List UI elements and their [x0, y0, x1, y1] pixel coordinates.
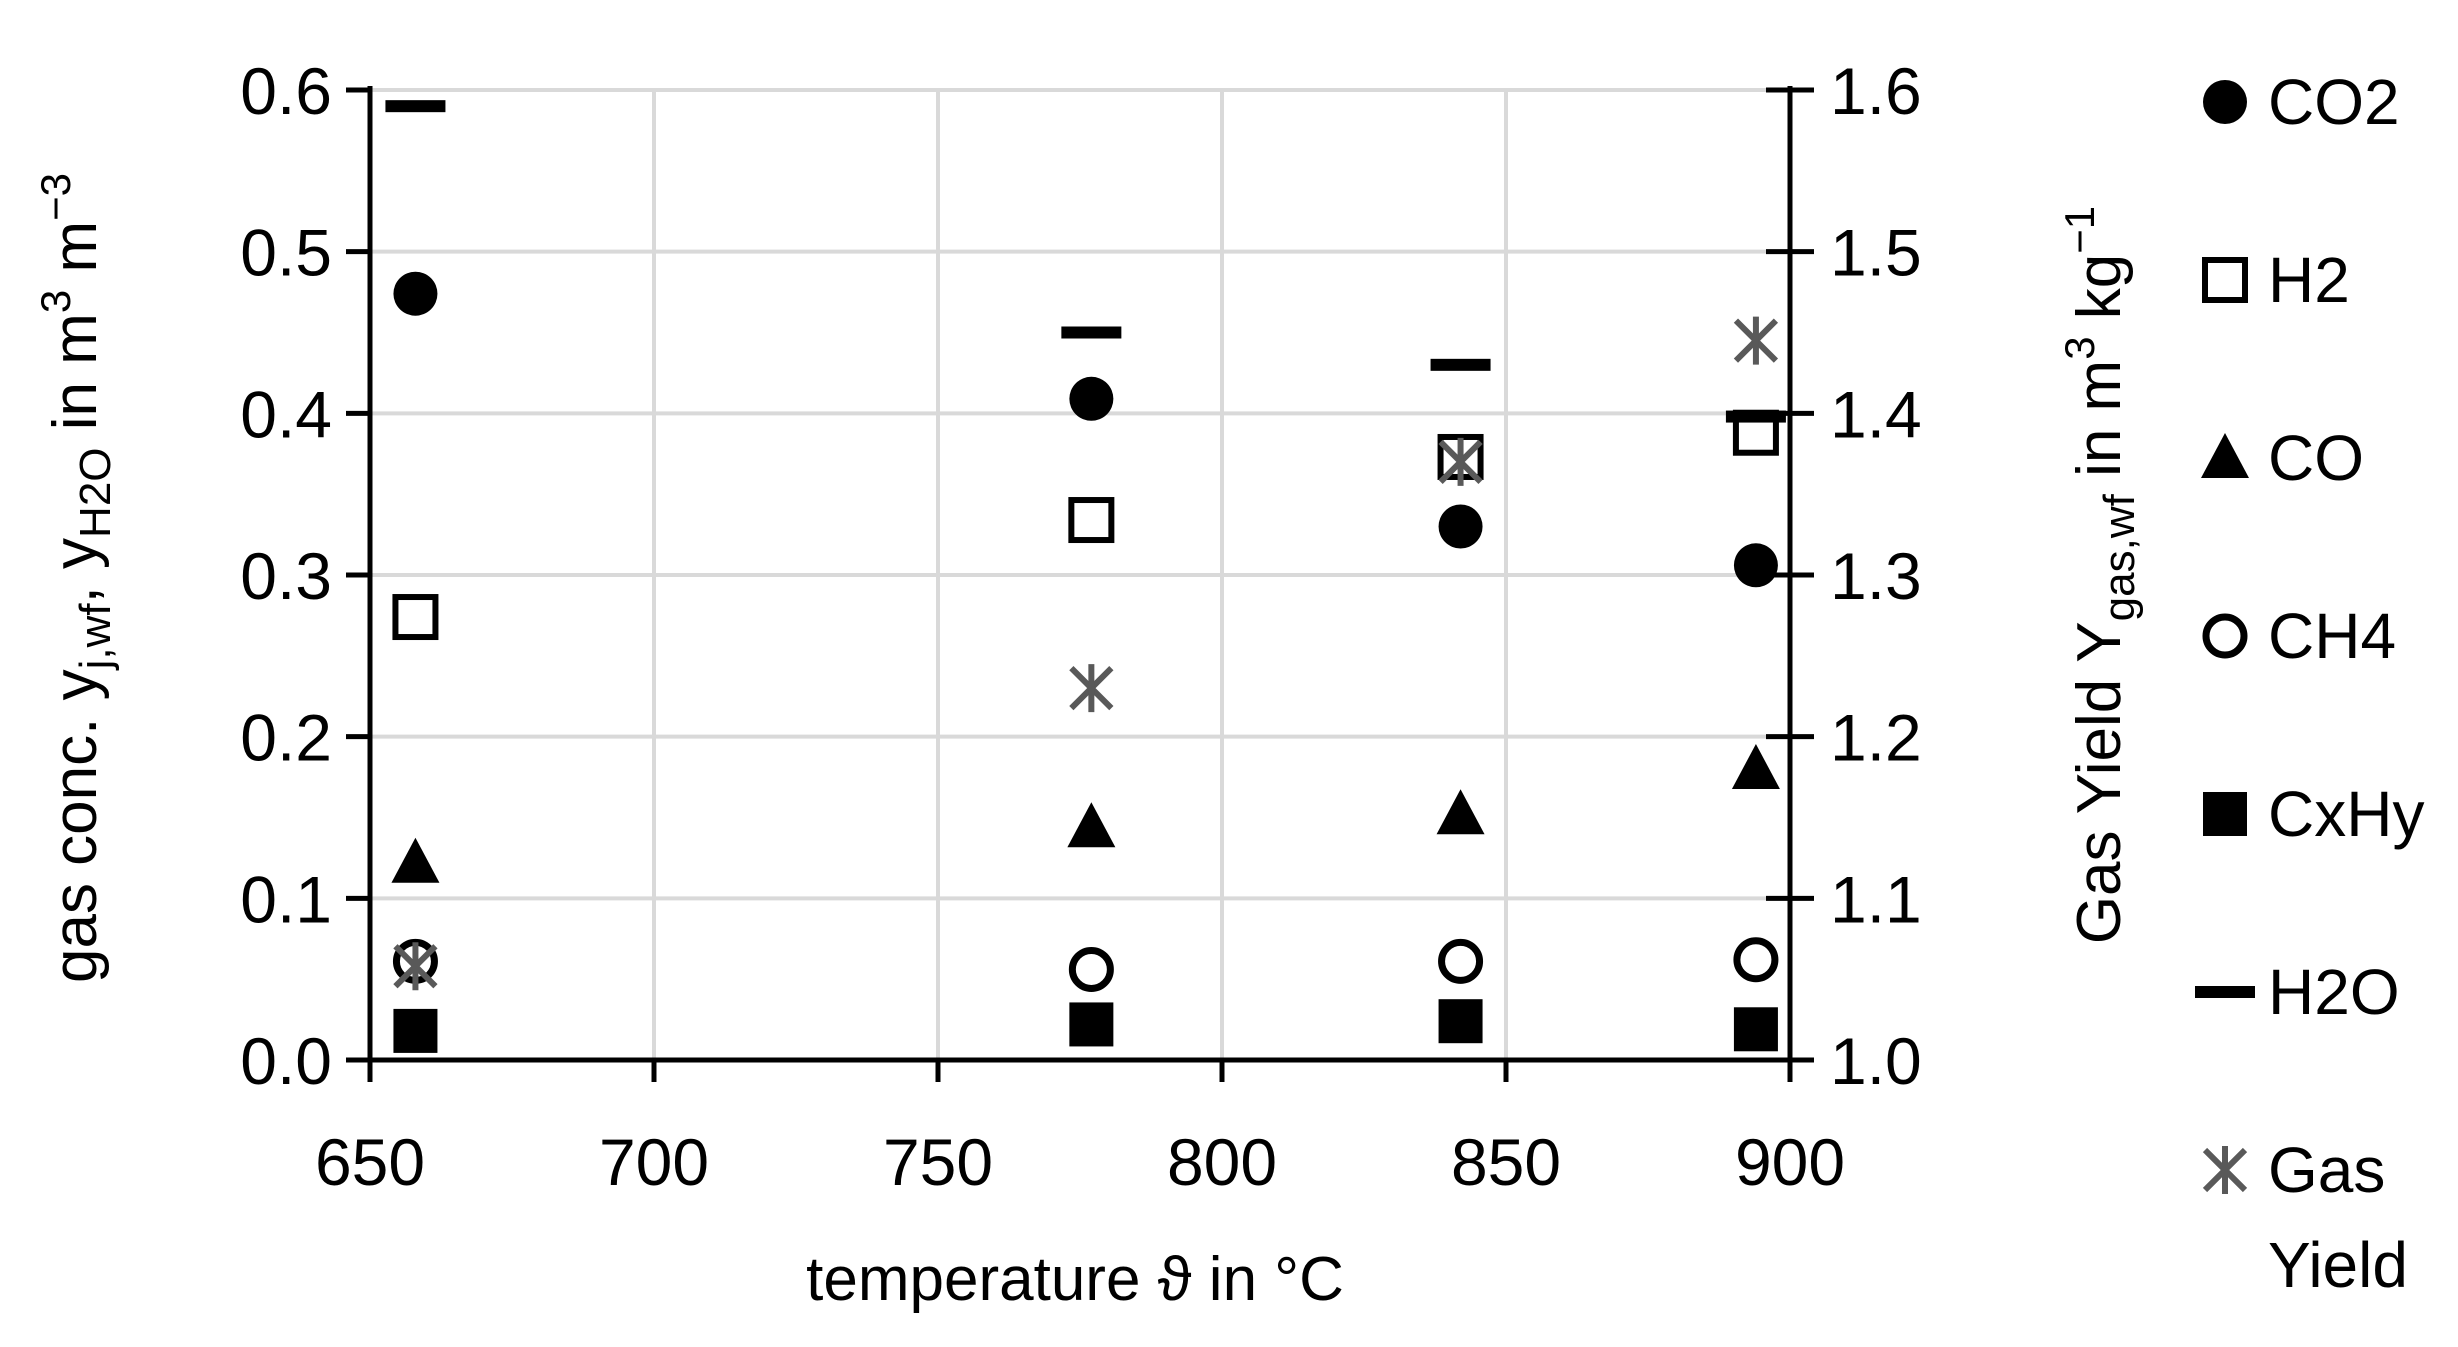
- axis-title-part: in m: [41, 313, 110, 447]
- point-co: [1436, 789, 1485, 835]
- point-gas-yield: [1069, 664, 1114, 713]
- legend-marker-co: [2201, 433, 2249, 478]
- x-tick-label: 700: [599, 1125, 709, 1199]
- x-tick-label: 750: [883, 1125, 993, 1199]
- legend-label: CO2: [2268, 66, 2400, 138]
- point-h2o: [385, 100, 446, 113]
- x-tick-label: 850: [1451, 1125, 1561, 1199]
- y-left-tick-label: 0.3: [240, 539, 332, 613]
- point-ch4: [1438, 938, 1484, 984]
- point-h2o: [1725, 410, 1786, 423]
- axes: [346, 86, 1814, 1082]
- point-cxhy: [393, 1008, 438, 1053]
- legend-item-h2: H2: [2202, 244, 2350, 316]
- legend-marker-cxhy: [2203, 792, 2247, 836]
- grid-lines: [370, 88, 1790, 1060]
- y-left-tick-label: 0.0: [240, 1024, 332, 1098]
- axis-title-part: 3: [32, 290, 79, 313]
- axis-title-part: kg: [2065, 254, 2134, 337]
- point-cxhy: [1438, 999, 1483, 1044]
- y-right-tick-label: 1.6: [1830, 54, 1922, 128]
- point-co: [1067, 802, 1116, 848]
- point-ch4: [1733, 937, 1779, 983]
- legend-marker-h2: [2202, 257, 2248, 303]
- y-left-tick-label: 0.6: [240, 54, 332, 128]
- x-tick-label: 650: [315, 1125, 425, 1199]
- point-h2o: [1430, 358, 1491, 371]
- legend-label: H2: [2268, 244, 2350, 316]
- y-right-axis-title: Gas Yield Ygas,wf in m3 kg−1: [2056, 206, 2144, 944]
- axis-title-part: 3: [2056, 336, 2103, 359]
- legend-label: CH4: [2268, 600, 2396, 672]
- y-left-tick-label: 0.1: [240, 862, 332, 936]
- axis-title-part: j,wf: [71, 603, 120, 672]
- axis-title-part: H2O: [71, 447, 120, 537]
- y-left-tick-labels: 0.0 0.1 0.2 0.3 0.4 0.5 0.6: [240, 54, 332, 1098]
- legend-marker-co2: [2203, 80, 2247, 124]
- y-right-tick-labels: 1.0 1.1 1.2 1.3 1.4 1.5 1.6: [1830, 54, 1922, 1098]
- point-h2: [392, 594, 439, 641]
- data-points: [385, 100, 1786, 1053]
- point-co2: [1733, 543, 1778, 588]
- point-gas-yield: [393, 942, 438, 991]
- y-left-tick-label: 0.2: [240, 701, 332, 775]
- legend-item-gas-yield: Gas Yield: [2202, 1134, 2408, 1301]
- legend-label: CO: [2268, 422, 2364, 494]
- legend-item-cxhy: CxHy: [2203, 778, 2424, 850]
- point-h2: [1068, 497, 1115, 544]
- axis-title-part: m: [41, 221, 110, 290]
- axis-title-part: −3: [32, 173, 79, 221]
- y-right-tick-label: 1.1: [1830, 862, 1922, 936]
- x-tick-labels: 650 700 750 800 850 900: [315, 1125, 1845, 1199]
- legend: CO2 H2 CO CH4 CxHy H2O Gas Yield: [2195, 66, 2424, 1301]
- legend-marker-ch4: [2202, 613, 2248, 659]
- point-cxhy: [1069, 1002, 1114, 1047]
- legend-label: Yield: [2268, 1229, 2408, 1301]
- y-right-tick-label: 1.5: [1830, 216, 1922, 290]
- y-right-tick-label: 1.4: [1830, 377, 1922, 451]
- legend-label: Gas: [2268, 1134, 2385, 1206]
- legend-marker-h2o: [2195, 986, 2255, 998]
- y-right-tick-label: 1.2: [1830, 701, 1922, 775]
- point-ch4: [1068, 946, 1114, 992]
- axis-title-part: in m: [2065, 360, 2134, 494]
- point-gas-yield: [1438, 437, 1483, 486]
- point-co: [391, 837, 440, 883]
- axis-title-part: gas conc. y: [41, 669, 110, 983]
- y-left-tick-label: 0.5: [240, 216, 332, 290]
- x-tick-label: 900: [1735, 1125, 1845, 1199]
- point-co2: [1438, 504, 1483, 549]
- axis-title-part: Gas Yield Y: [2065, 621, 2134, 944]
- x-axis-title: temperature ϑ in °C: [806, 1245, 1344, 1314]
- legend-item-co2: CO2: [2203, 66, 2400, 138]
- point-co2: [393, 271, 438, 316]
- legend-label: H2O: [2268, 956, 2400, 1028]
- point-co: [1731, 744, 1780, 789]
- legend-item-h2o: H2O: [2195, 956, 2400, 1028]
- y-left-axis-title: gas conc. yj,wf, yH2O in m3 m−3: [32, 173, 120, 983]
- point-gas-yield: [1733, 316, 1779, 365]
- x-tick-label: 800: [1167, 1125, 1277, 1199]
- legend-marker-gas-yield: [2202, 1146, 2248, 1194]
- axis-title-part: −1: [2056, 206, 2103, 254]
- y-right-tick-label: 1.3: [1830, 539, 1922, 613]
- point-co2: [1069, 376, 1114, 421]
- axis-title-part: gas,wf: [2095, 493, 2144, 621]
- legend-item-co: CO: [2201, 422, 2364, 494]
- y-right-tick-label: 1.0: [1830, 1024, 1922, 1098]
- y-left-tick-label: 0.4: [240, 377, 332, 451]
- legend-item-ch4: CH4: [2202, 600, 2396, 672]
- point-h2o: [1061, 326, 1122, 339]
- point-cxhy: [1733, 1007, 1778, 1052]
- legend-label: CxHy: [2268, 778, 2424, 850]
- axis-title-part: , y: [41, 538, 110, 603]
